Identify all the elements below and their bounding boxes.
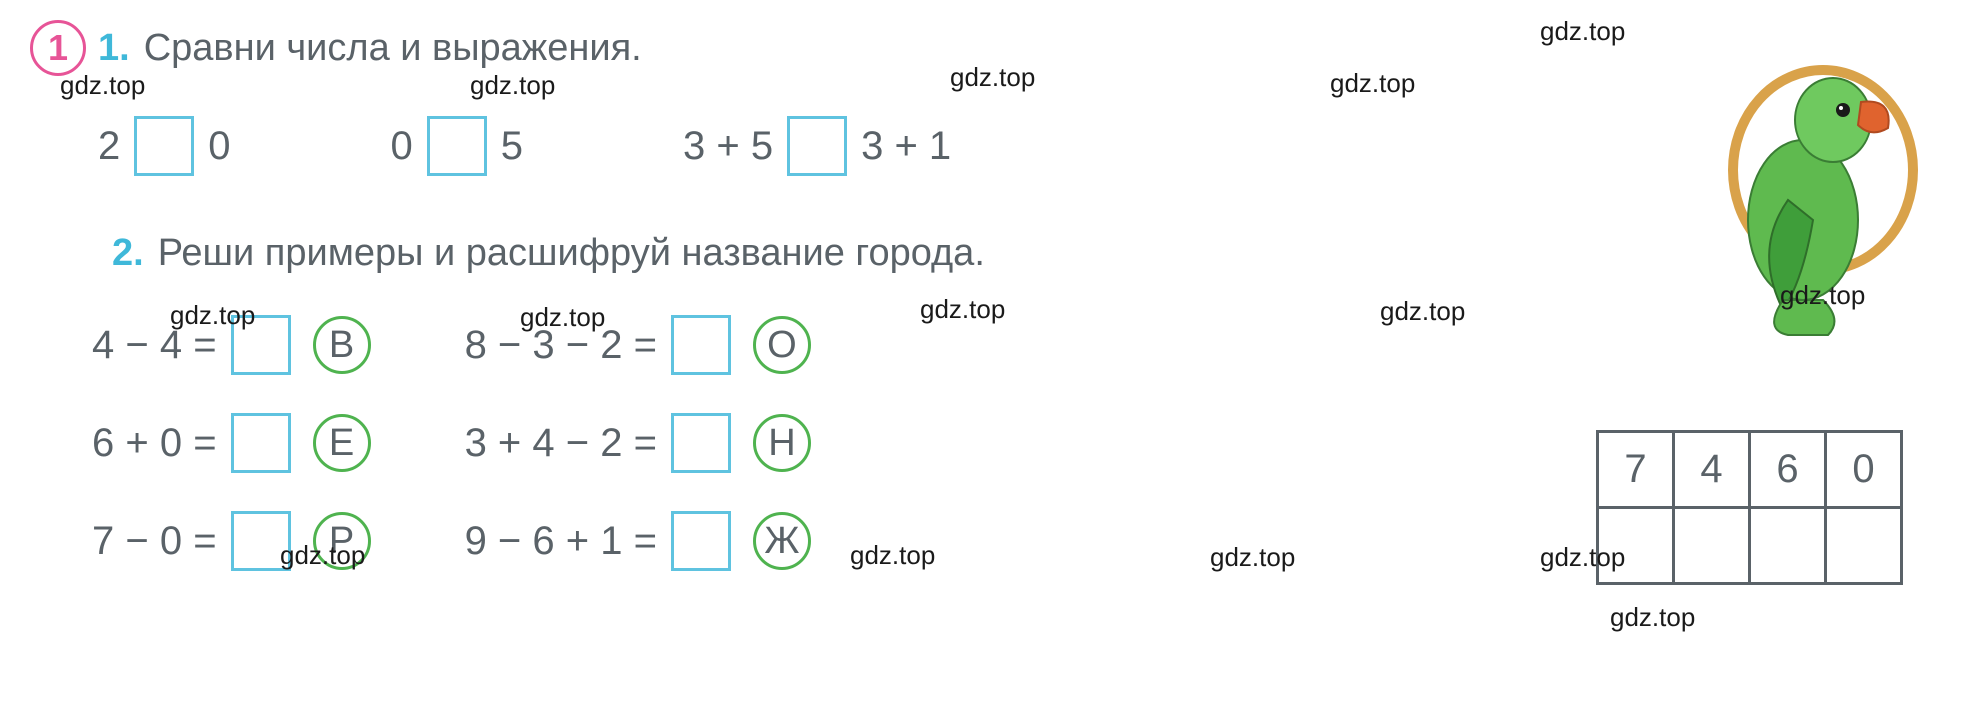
compare-item-1: 2 0 — [98, 116, 231, 176]
example-row: 3 + 4 − 2 = Н — [465, 413, 811, 473]
letter-circle: Ж — [753, 512, 811, 570]
subtask2-text: Реши примеры и расшифруй название города… — [158, 232, 985, 275]
examples-right-col: 8 − 3 − 2 = О 3 + 4 − 2 = Н 9 − 6 + 1 = … — [465, 315, 811, 571]
compare-row: 2 0 0 5 3 + 5 3 + 1 — [98, 116, 1943, 176]
subtask2-number: 2. — [112, 232, 144, 275]
letter-circle: О — [753, 316, 811, 374]
compare-left: 3 + 5 — [683, 124, 773, 169]
watermark-text: gdz.top — [1540, 542, 1625, 573]
example-expr: 7 − 0 = — [92, 519, 217, 564]
table-cell: 7 — [1598, 432, 1674, 508]
watermark-text: gdz.top — [1610, 602, 1695, 633]
subtask2-header: 2. Реши примеры и расшифруй название гор… — [112, 232, 1943, 275]
compare-item-3: 3 + 5 3 + 1 — [683, 116, 951, 176]
task-badge: 1 — [30, 20, 86, 76]
watermark-text: gdz.top — [920, 294, 1005, 325]
watermark-text: gdz.top — [520, 302, 605, 333]
watermark-text: gdz.top — [850, 540, 935, 571]
letter-circle: В — [313, 316, 371, 374]
compare-left: 2 — [98, 124, 120, 169]
table-row: 7 4 6 0 — [1598, 432, 1902, 508]
table-cell-empty[interactable] — [1750, 508, 1826, 584]
subtask1-text: Сравни числа и выражения. — [144, 27, 642, 70]
subtask1-number: 1. — [98, 27, 130, 70]
table-cell: 4 — [1674, 432, 1750, 508]
watermark-text: gdz.top — [280, 540, 365, 571]
example-row: 9 − 6 + 1 = Ж — [465, 511, 811, 571]
answer-table: 7 4 6 0 — [1596, 430, 1903, 585]
compare-right: 5 — [501, 124, 523, 169]
letter-circle: Н — [753, 414, 811, 472]
watermark-text: gdz.top — [470, 70, 555, 101]
compare-box[interactable] — [787, 116, 847, 176]
result-box[interactable] — [671, 511, 731, 571]
compare-box[interactable] — [134, 116, 194, 176]
table-cell: 6 — [1750, 432, 1826, 508]
watermark-text: gdz.top — [1780, 280, 1865, 311]
example-expr: 9 − 6 + 1 = — [465, 519, 657, 564]
result-box[interactable] — [671, 413, 731, 473]
letter-circle: Е — [313, 414, 371, 472]
watermark-text: gdz.top — [60, 70, 145, 101]
example-row: 8 − 3 − 2 = О — [465, 315, 811, 375]
table-cell-empty[interactable] — [1674, 508, 1750, 584]
compare-right: 0 — [208, 124, 230, 169]
examples-left-col: 4 − 4 = В 6 + 0 = Е 7 − 0 = Р — [92, 315, 371, 571]
watermark-text: gdz.top — [1540, 16, 1625, 47]
compare-right: 3 + 1 — [861, 124, 951, 169]
example-expr: 3 + 4 − 2 = — [465, 421, 657, 466]
table-row — [1598, 508, 1902, 584]
watermark-text: gdz.top — [1210, 542, 1295, 573]
watermark-text: gdz.top — [170, 300, 255, 331]
compare-left: 0 — [391, 124, 413, 169]
watermark-text: gdz.top — [950, 62, 1035, 93]
watermark-text: gdz.top — [1380, 296, 1465, 327]
compare-item-2: 0 5 — [391, 116, 524, 176]
result-box[interactable] — [671, 315, 731, 375]
table-cell-empty[interactable] — [1826, 508, 1902, 584]
table-cell: 0 — [1826, 432, 1902, 508]
compare-box[interactable] — [427, 116, 487, 176]
watermark-text: gdz.top — [1330, 68, 1415, 99]
example-expr: 6 + 0 = — [92, 421, 217, 466]
example-row: 6 + 0 = Е — [92, 413, 371, 473]
result-box[interactable] — [231, 413, 291, 473]
